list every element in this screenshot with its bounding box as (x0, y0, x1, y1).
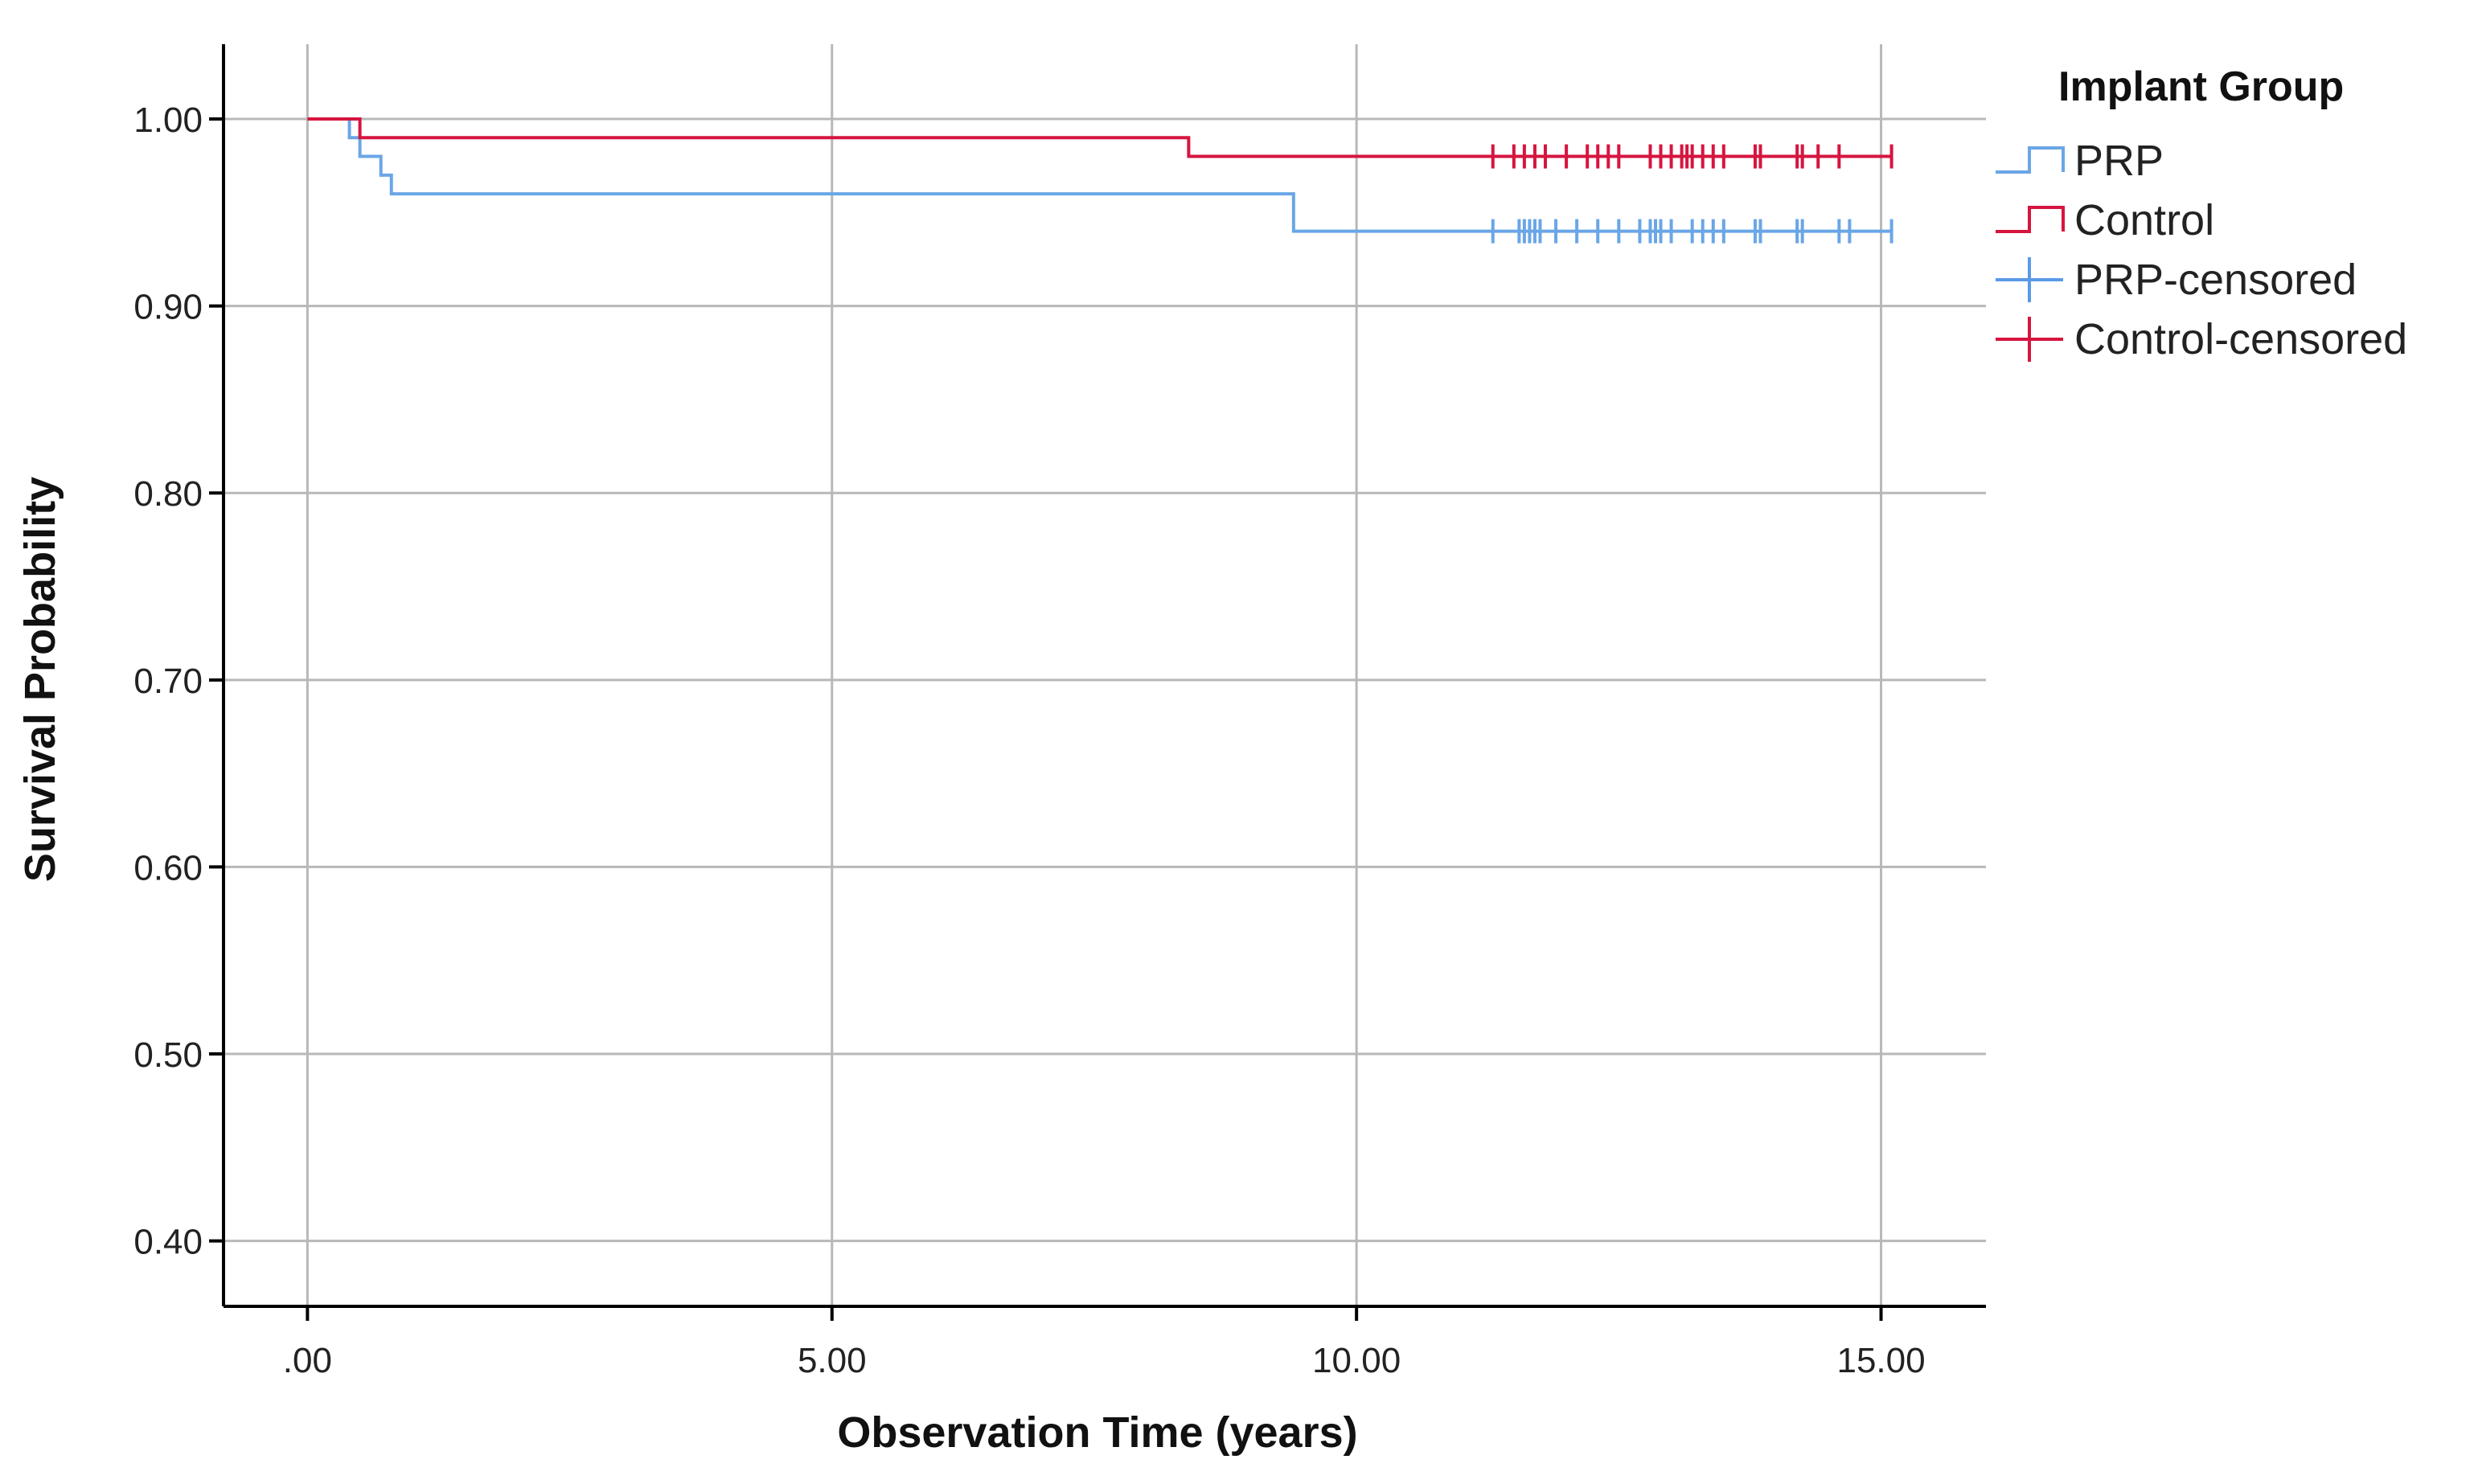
prp-step-line (307, 117, 1892, 233)
x-tick-label: 15.00 (1836, 1341, 1925, 1380)
y-tick-label: 0.40 (133, 1223, 203, 1262)
legend-item-prp: PRP (1996, 137, 2164, 185)
x-tick-label: .00 (283, 1341, 332, 1380)
tick-labels: 0.40 0.50 0.60 0.70 0.80 0.90 1.00 .00 5.00 10.00… (133, 100, 1925, 1380)
y-tick-label: 1.00 (133, 100, 203, 140)
y-tick-label: 0.50 (133, 1035, 203, 1075)
legend-item-prp-censored: PRP-censored (1996, 256, 2357, 304)
axes (209, 44, 1986, 1321)
y-tick-label: 0.80 (133, 474, 203, 514)
legend-label-prp: PRP (2074, 137, 2164, 185)
control-series (307, 117, 1893, 169)
legend-title: Implant Group (2058, 64, 2344, 110)
y-tick-label: 0.70 (133, 662, 203, 701)
prp-series (307, 117, 1893, 244)
legend-item-control: Control (1996, 196, 2214, 244)
legend-label-control-censored: Control-censored (2074, 315, 2407, 363)
legend: Implant Group PRP Control PRP-censored Cont… (1996, 64, 2407, 363)
legend-swatch-prp (1996, 146, 2065, 174)
y-tick-label: 0.60 (133, 848, 203, 888)
x-axis-title: Observation Time (years) (837, 1408, 1357, 1457)
control-step-line (307, 117, 1892, 158)
legend-item-control-censored: Control-censored (1996, 315, 2407, 363)
y-tick-label: 0.90 (133, 288, 203, 327)
x-tick-label: 5.00 (798, 1341, 867, 1380)
legend-label-control: Control (2074, 196, 2214, 244)
legend-label-prp-censored: PRP-censored (2074, 256, 2357, 304)
series-group (307, 117, 1893, 244)
grid (224, 44, 1986, 1306)
y-axis-title: Survival Probability (16, 477, 64, 882)
legend-swatch-control (1996, 206, 2065, 233)
x-tick-label: 10.00 (1312, 1341, 1401, 1380)
